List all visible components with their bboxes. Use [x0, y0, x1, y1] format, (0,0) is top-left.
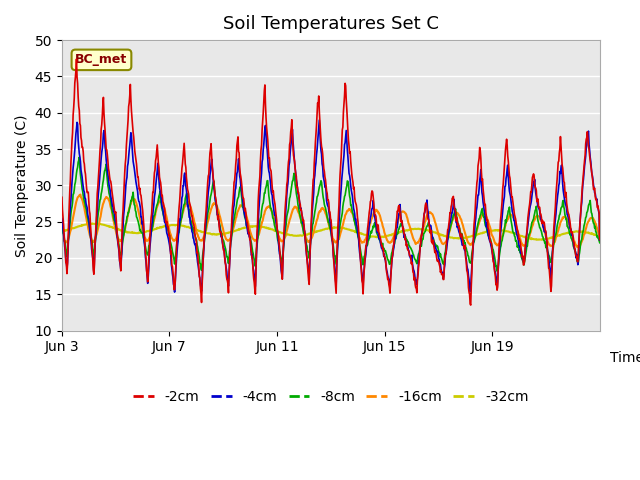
- Text: BC_met: BC_met: [76, 53, 127, 66]
- Y-axis label: Soil Temperature (C): Soil Temperature (C): [15, 114, 29, 257]
- Title: Soil Temperatures Set C: Soil Temperatures Set C: [223, 15, 439, 33]
- Legend: -2cm, -4cm, -8cm, -16cm, -32cm: -2cm, -4cm, -8cm, -16cm, -32cm: [127, 384, 534, 409]
- X-axis label: Time: Time: [609, 351, 640, 365]
